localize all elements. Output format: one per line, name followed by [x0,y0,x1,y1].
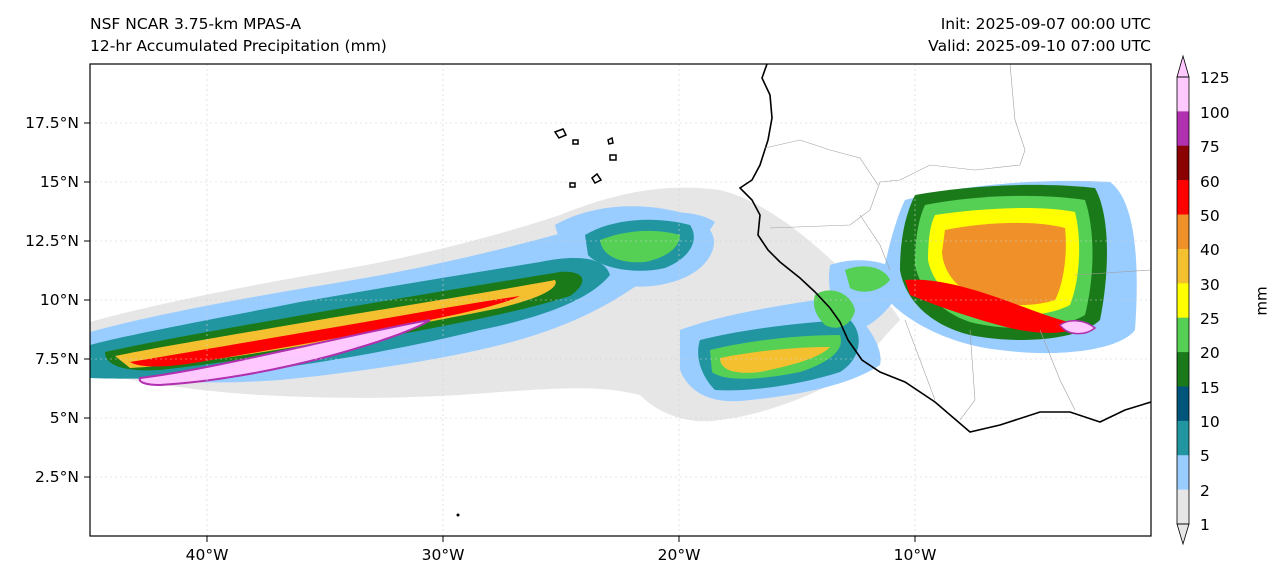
colorbar-segment [1177,489,1189,525]
colorbar-segment [1177,455,1189,490]
colorbar-segment [1177,248,1189,284]
colorbar-label: 15 [1200,379,1220,397]
lon-label: 10°W [894,546,937,564]
colorbar-unit: mm [1252,286,1271,316]
colorbar-label: 5 [1200,447,1210,465]
valid-time: Valid: 2025-09-10 07:00 UTC [928,37,1151,55]
colorbar-label: 25 [1200,310,1220,328]
colorbar-label: 40 [1200,241,1220,259]
colorbar-label: 125 [1200,69,1230,87]
precipitation-field [90,180,1137,422]
country-borders [764,64,1151,421]
init-time: Init: 2025-09-07 00:00 UTC [940,15,1151,33]
colorbar-segment [1177,145,1189,181]
colorbar-segment [1177,111,1189,147]
lon-label: 40°W [186,546,229,564]
colorbar-label: 100 [1200,104,1230,122]
colorbar-label: 75 [1200,138,1220,156]
lat-label: 12.5°N [25,232,79,250]
model-title: NSF NCAR 3.75-km MPAS-A [90,15,302,33]
colorbar-segment [1177,420,1189,456]
lat-label: 5°N [50,409,79,427]
colorbar-segment [1177,352,1189,387]
lat-label: 10°N [40,291,79,309]
lat-label: 2.5°N [35,468,79,486]
lat-label: 15°N [40,173,79,191]
colorbar-label: 2 [1200,482,1210,500]
colorbar-label: 50 [1200,207,1220,225]
colorbar-label: 60 [1200,173,1220,191]
title-block-left: NSF NCAR 3.75-km MPAS-A 12-hr Accumulate… [90,13,387,57]
colorbar-segment [1177,317,1189,353]
field-title: 12-hr Accumulated Precipitation (mm) [90,37,387,55]
colorbar-label: 1 [1200,516,1210,534]
colorbar-frame [1176,76,1190,525]
colorbar-segment [1177,180,1189,215]
graticule [90,64,1151,536]
title-block-right: Init: 2025-09-07 00:00 UTC Valid: 2025-0… [928,13,1151,57]
colorbar-segment [1177,283,1189,318]
colorbar-segment [1177,386,1189,422]
colorbar-segment [1177,214,1189,250]
colorbar [1176,54,1190,546]
colorbar-segment [1177,77,1189,112]
colorbar-label: 20 [1200,344,1220,362]
colorbar-extend-low [1176,523,1190,546]
coastline [738,64,1151,433]
lat-label: 7.5°N [35,350,79,368]
colorbar-label: 30 [1200,276,1220,294]
cape-verde-islands [553,128,617,188]
lat-label: 17.5°N [25,114,79,132]
colorbar-label: 10 [1200,413,1220,431]
axis-ticks [84,122,916,542]
lon-label: 20°W [658,546,701,564]
colorbar-extend-high [1176,54,1190,78]
island-dot [456,513,460,517]
lon-label: 30°W [422,546,465,564]
